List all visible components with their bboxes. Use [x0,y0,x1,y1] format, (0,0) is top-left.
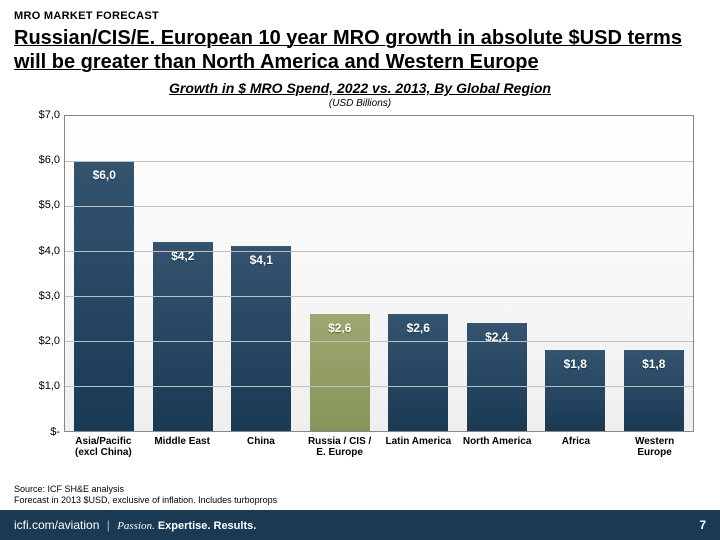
tagline-expertise: Expertise. [158,520,211,532]
gridline [65,161,693,162]
y-tick-label: $7,0 [20,109,60,121]
bar-slot: $4,1 [222,116,301,431]
headline: Russian/CIS/E. European 10 year MRO grow… [0,24,720,74]
gridline [65,341,693,342]
bar-value-label: $1,8 [624,357,684,371]
plot-area: $6,0 $4,2 $4,1 $2,6 $2,6 $2,4 $1,8 $1,8 [64,115,694,432]
chart-title: Growth in $ MRO Spend, 2022 vs. 2013, By… [20,80,700,96]
x-category-label: Western Europe [615,432,694,478]
plot-wrap: $6,0 $4,2 $4,1 $2,6 $2,6 $2,4 $1,8 $1,8 $- $1,0 $… [20,115,700,478]
y-tick-label: $5,0 [20,199,60,211]
footer-tagline: Passion. Expertise. Results. [117,520,256,532]
tagline-results: Results. [214,520,257,532]
bar: $1,8 [624,350,684,431]
bar-slot: $1,8 [536,116,615,431]
chart-region: Growth in $ MRO Spend, 2022 vs. 2013, By… [0,74,720,478]
gridline [65,296,693,297]
gridline [65,206,693,207]
bar-slot: $6,0 [65,116,144,431]
x-category-label: Middle East [143,432,222,478]
footer-left: icfi.com/aviation | Passion. Expertise. … [14,518,256,532]
x-category-label: Asia/Pacific (excl China) [64,432,143,478]
kicker: MRO MARKET FORECAST [0,0,720,24]
footer-bar: icfi.com/aviation | Passion. Expertise. … [0,510,720,540]
bar-value-label: $1,8 [545,357,605,371]
y-tick-label: $4,0 [20,245,60,257]
bar-slot: $1,8 [615,116,694,431]
slide: MRO MARKET FORECAST Russian/CIS/E. Europ… [0,0,720,540]
bars-container: $6,0 $4,2 $4,1 $2,6 $2,6 $2,4 $1,8 $1,8 [65,116,693,431]
x-category-label: China [222,432,301,478]
gridline [65,251,693,252]
bar-slot: $2,6 [379,116,458,431]
footer-url: icfi.com/aviation [14,518,99,532]
bar-slot: $2,4 [458,116,537,431]
y-tick-label: $2,0 [20,335,60,347]
page-number: 7 [699,518,706,532]
x-category-label: Latin America [379,432,458,478]
y-tick-label: $6,0 [20,154,60,166]
y-tick-label: $- [20,426,60,438]
tagline-passion: Passion. [117,520,155,532]
bar: $2,6 [388,314,448,431]
bar-slot: $2,6 [301,116,380,431]
footer-separator: | [107,518,110,532]
bar-value-label: $4,1 [231,253,291,267]
bar-value-label: $2,6 [310,321,370,335]
source-line-1: Source: ICF SH&E analysis [14,484,706,495]
bar: $2,6 [310,314,370,431]
source-line-2: Forecast in 2013 $USD, exclusive of infl… [14,495,706,506]
bar-value-label: $6,0 [74,168,134,182]
chart-subtitle: (USD Billions) [20,98,700,109]
bar-value-label: $2,6 [388,321,448,335]
x-category-label: Africa [537,432,616,478]
gridline [65,386,693,387]
bar: $4,2 [153,242,213,431]
x-category-label: Russia / CIS / E. Europe [300,432,379,478]
bar: $4,1 [231,246,291,430]
x-axis-labels: Asia/Pacific (excl China)Middle EastChin… [64,432,694,478]
y-tick-label: $3,0 [20,290,60,302]
bar-slot: $4,2 [144,116,223,431]
y-tick-label: $1,0 [20,380,60,392]
bar: $2,4 [467,323,527,431]
source-note: Source: ICF SH&E analysis Forecast in 20… [0,478,720,511]
bar: $1,8 [545,350,605,431]
x-category-label: North America [458,432,537,478]
